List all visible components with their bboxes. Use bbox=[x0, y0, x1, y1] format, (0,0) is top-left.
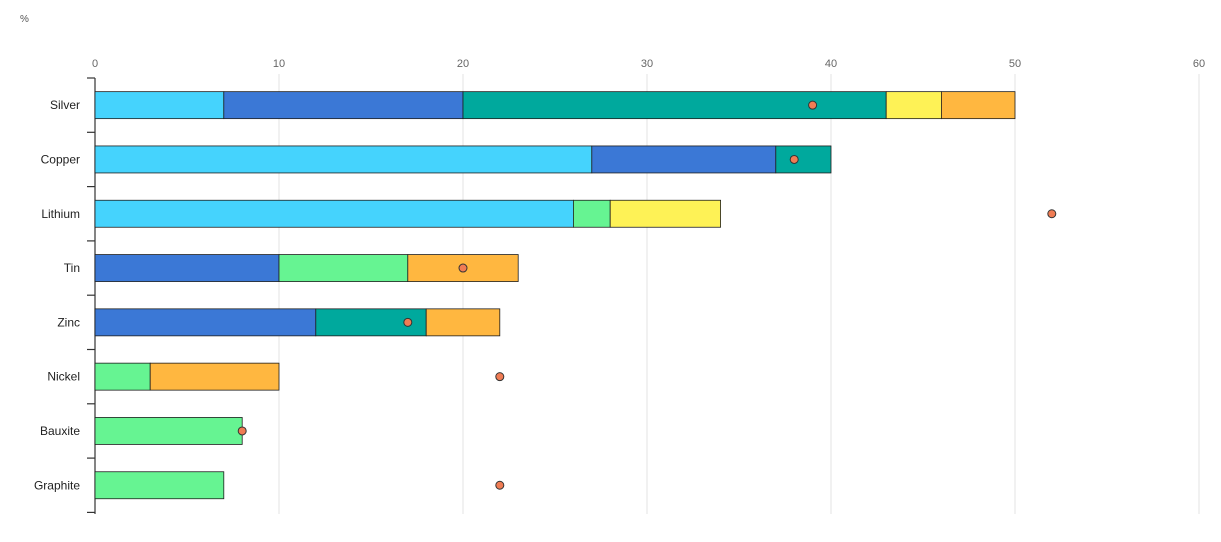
bar-segment bbox=[149, 362, 280, 391]
bar-segment bbox=[425, 308, 501, 337]
y-tick-label: Tin bbox=[64, 261, 80, 275]
y-tick-label: Silver bbox=[50, 98, 80, 112]
marker-point bbox=[495, 480, 505, 490]
bar-segment bbox=[278, 254, 409, 282]
bar-segment bbox=[94, 362, 151, 391]
x-tick-label: 50 bbox=[1009, 58, 1021, 70]
bar-segment bbox=[941, 91, 1016, 120]
y-tick-label: Zinc bbox=[57, 315, 80, 329]
y-tick-label: Bauxite bbox=[40, 424, 80, 438]
x-tick-label: 60 bbox=[1193, 58, 1205, 70]
bar-segment bbox=[591, 145, 777, 174]
bar-segment bbox=[94, 145, 593, 174]
x-tick-label: 10 bbox=[273, 58, 285, 70]
y-tick-label: Nickel bbox=[47, 370, 80, 384]
bar-segment bbox=[775, 145, 832, 174]
marker-point bbox=[458, 263, 468, 273]
bar-segment bbox=[94, 417, 243, 445]
bar-segment bbox=[462, 91, 887, 120]
marker-point bbox=[808, 100, 818, 110]
x-tick-label: 20 bbox=[457, 58, 469, 70]
bar-segment bbox=[573, 199, 611, 228]
marker-point bbox=[403, 317, 413, 327]
bar-segment bbox=[885, 91, 942, 120]
x-tick-label: 30 bbox=[641, 58, 653, 70]
bar-segment bbox=[94, 471, 225, 500]
bar-segment bbox=[94, 308, 317, 337]
y-tick-label: Copper bbox=[41, 152, 80, 166]
bar-segment bbox=[609, 199, 722, 228]
y-tick-label: Lithium bbox=[41, 207, 80, 221]
y-tick-label: Graphite bbox=[34, 478, 80, 492]
bar-segment bbox=[223, 91, 464, 120]
bar-segment bbox=[94, 254, 280, 282]
bar-segment bbox=[94, 199, 574, 228]
marker-point bbox=[789, 154, 799, 164]
marker-point bbox=[495, 372, 505, 382]
bar-segment bbox=[94, 91, 225, 120]
unit-label: % bbox=[20, 14, 29, 25]
x-tick-label: 40 bbox=[825, 58, 837, 70]
marker-point bbox=[237, 426, 247, 436]
marker-point bbox=[1047, 209, 1057, 219]
x-tick-label: 0 bbox=[92, 58, 98, 70]
